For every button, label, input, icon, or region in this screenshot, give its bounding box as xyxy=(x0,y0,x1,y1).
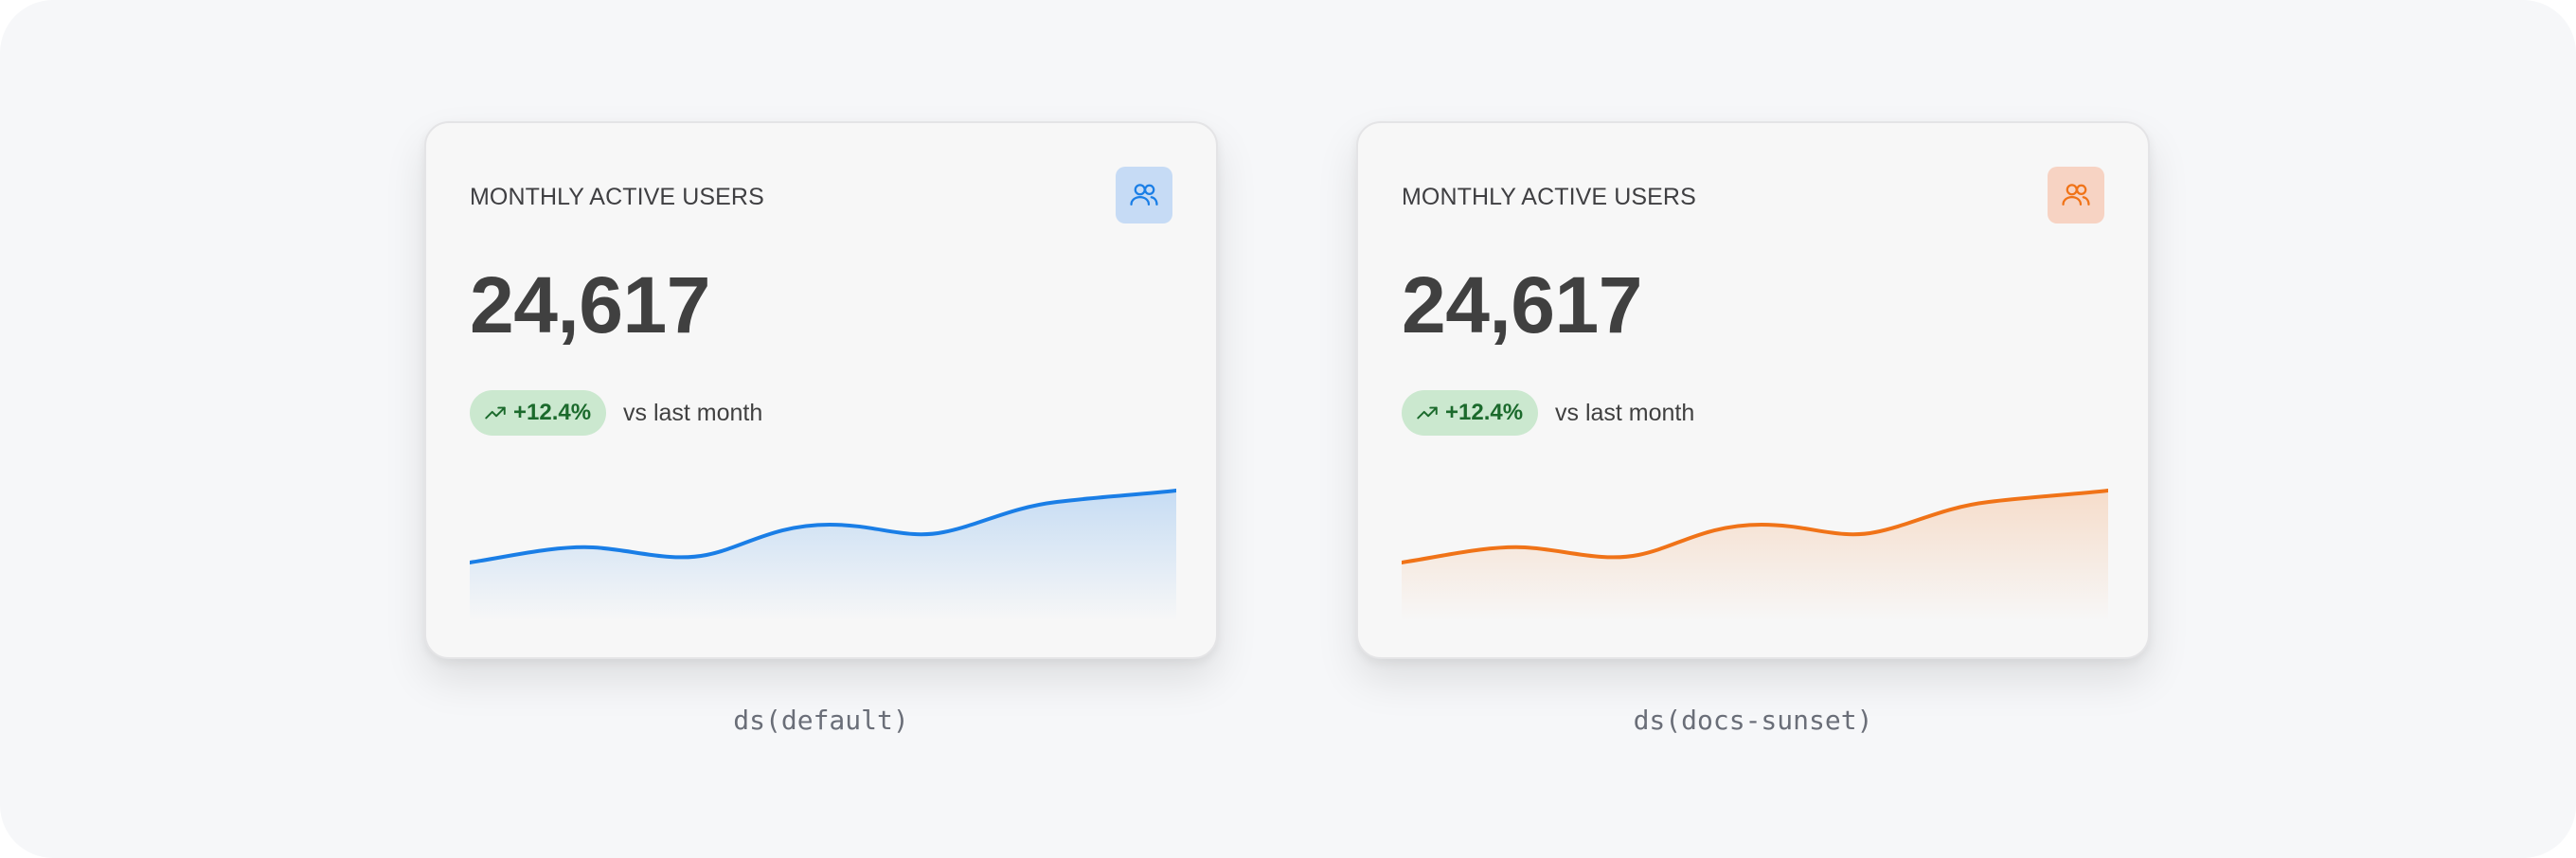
compare-label: vs last month xyxy=(623,400,763,426)
sparkline xyxy=(1402,489,2108,621)
sparkline-line xyxy=(470,489,1176,564)
users-icon-badge xyxy=(2048,167,2104,223)
change-badge: +12.4% xyxy=(1402,390,1539,436)
compare-label: vs last month xyxy=(1555,400,1695,426)
trending-up-icon xyxy=(485,406,506,420)
metric-card-default: MONTHLY ACTIVE USERS 24,617 +12.4% vs la… xyxy=(424,121,1218,659)
sparkline xyxy=(470,489,1176,621)
sparkline-area xyxy=(470,491,1176,621)
change-value: +12.4% xyxy=(1445,400,1524,425)
card-title: MONTHLY ACTIVE USERS xyxy=(1402,184,1696,210)
metric-value: 24,617 xyxy=(470,260,710,349)
sparkline-area xyxy=(1402,491,2108,621)
users-icon xyxy=(1130,184,1158,206)
metric-value: 24,617 xyxy=(1402,260,1642,349)
change-value: +12.4% xyxy=(513,400,592,425)
theme-caption-default: ds(default) xyxy=(733,705,909,736)
users-icon xyxy=(2062,184,2090,206)
theme-caption-sunset: ds(docs-sunset) xyxy=(1633,705,1873,736)
card-title: MONTHLY ACTIVE USERS xyxy=(470,184,764,210)
change-badge: +12.4% xyxy=(470,390,607,436)
trending-up-icon xyxy=(1417,406,1438,420)
metric-card-sunset: MONTHLY ACTIVE USERS 24,617 +12.4% vs la… xyxy=(1356,121,2150,659)
sparkline-line xyxy=(1402,489,2108,564)
users-icon-badge xyxy=(1116,167,1172,223)
